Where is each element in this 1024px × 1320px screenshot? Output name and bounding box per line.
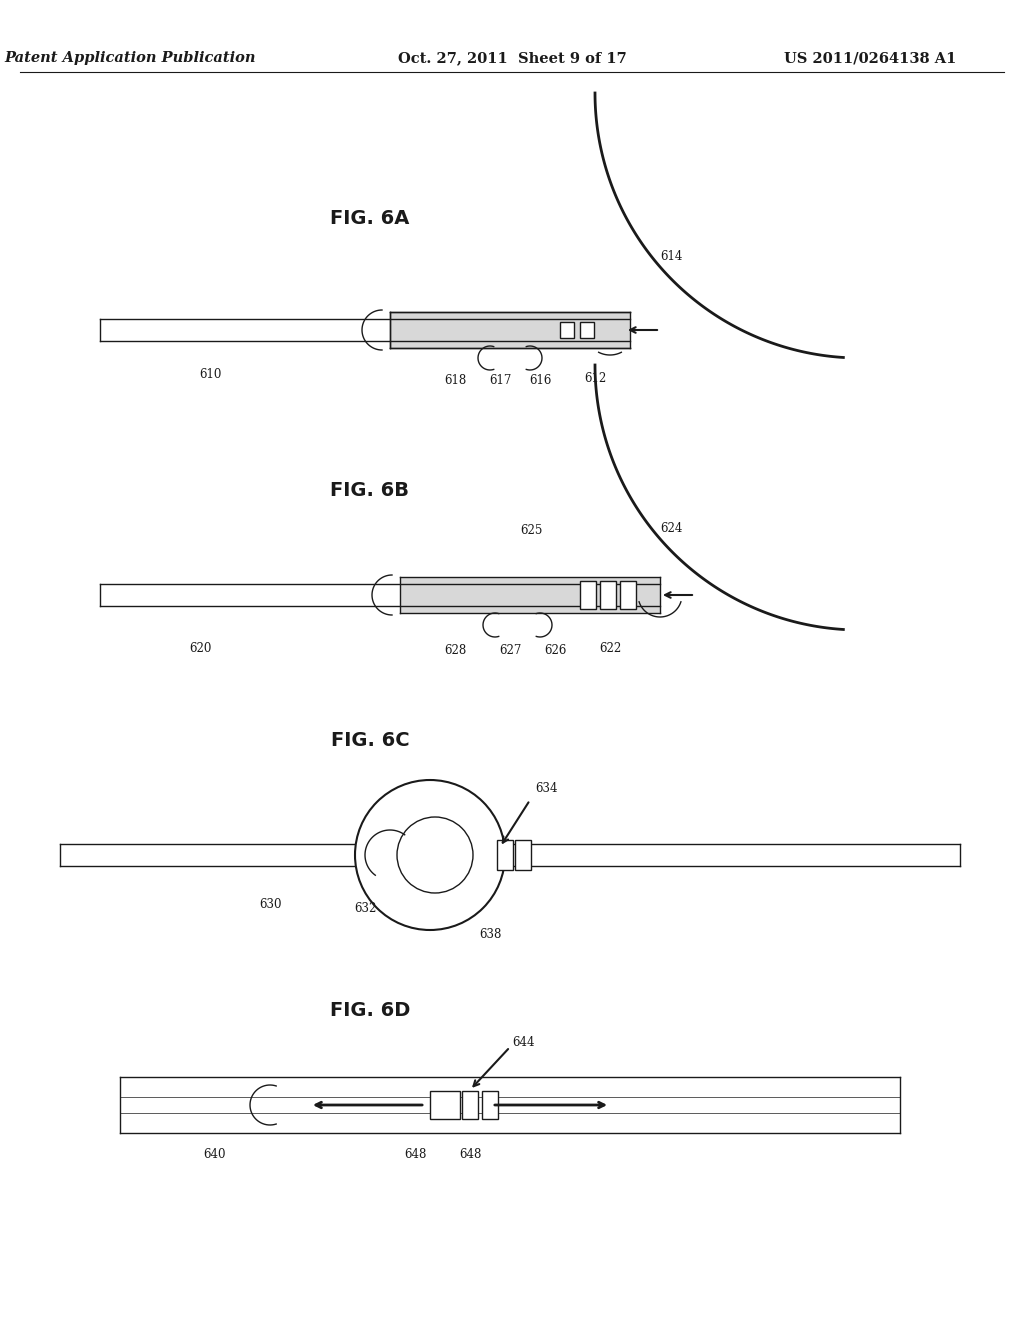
Text: 618: 618 <box>443 374 466 387</box>
Text: 628: 628 <box>443 644 466 656</box>
Text: 625: 625 <box>520 524 543 536</box>
Text: 630: 630 <box>259 899 282 912</box>
Text: Oct. 27, 2011  Sheet 9 of 17: Oct. 27, 2011 Sheet 9 of 17 <box>397 51 627 65</box>
Circle shape <box>355 780 505 931</box>
Text: 632: 632 <box>354 902 376 915</box>
Text: 617: 617 <box>488 374 511 387</box>
Text: FIG. 6D: FIG. 6D <box>330 1001 411 1019</box>
Bar <box>497 840 513 870</box>
Text: 620: 620 <box>188 642 211 655</box>
Bar <box>400 577 660 612</box>
Text: 610: 610 <box>199 368 221 381</box>
Text: 644: 644 <box>512 1035 535 1048</box>
Circle shape <box>397 817 473 894</box>
Text: US 2011/0264138 A1: US 2011/0264138 A1 <box>783 51 956 65</box>
Bar <box>515 840 531 870</box>
Bar <box>560 322 574 338</box>
Text: FIG. 6B: FIG. 6B <box>331 480 410 499</box>
Bar <box>482 1092 498 1119</box>
Text: Patent Application Publication: Patent Application Publication <box>4 51 256 65</box>
Bar <box>462 1092 478 1119</box>
Text: 640: 640 <box>204 1148 226 1162</box>
Text: 612: 612 <box>584 371 606 384</box>
Text: 622: 622 <box>599 642 622 655</box>
Text: 626: 626 <box>544 644 566 656</box>
Text: 648: 648 <box>459 1148 481 1162</box>
Text: 648: 648 <box>403 1148 426 1162</box>
Text: FIG. 6C: FIG. 6C <box>331 730 410 750</box>
Text: 638: 638 <box>479 928 501 941</box>
Text: 614: 614 <box>660 249 682 263</box>
Bar <box>600 581 616 609</box>
Bar <box>390 312 630 348</box>
Text: 624: 624 <box>660 521 682 535</box>
Bar <box>620 581 636 609</box>
Text: FIG. 6A: FIG. 6A <box>331 209 410 227</box>
Text: 627: 627 <box>499 644 521 656</box>
Bar <box>430 1092 460 1119</box>
Text: 634: 634 <box>535 781 557 795</box>
Bar <box>580 322 594 338</box>
Text: 616: 616 <box>528 374 551 387</box>
Bar <box>580 581 596 609</box>
